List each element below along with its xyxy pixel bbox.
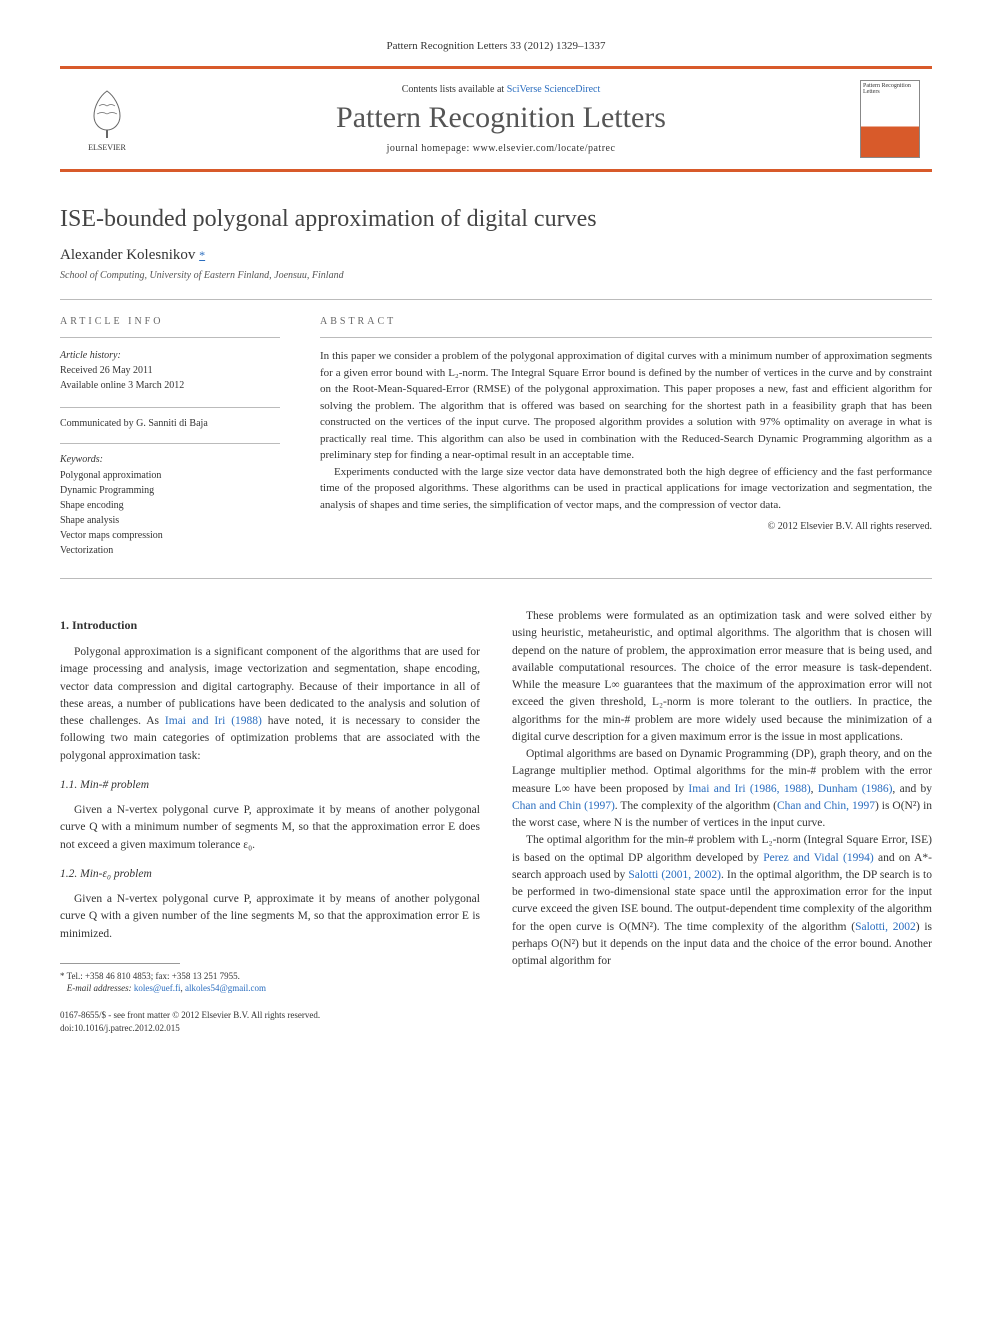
body-para: Polygonal approximation is a significant…: [60, 644, 480, 765]
citation-link[interactable]: Salotti (2001, 2002): [628, 869, 721, 881]
history-label: Article history:: [60, 350, 121, 361]
keyword: Shape encoding: [60, 500, 124, 511]
sciencedirect-link[interactable]: SciVerse ScienceDirect: [507, 84, 601, 95]
body-para: Given a N-vertex polygonal curve P, appr…: [60, 802, 480, 854]
journal-name: Pattern Recognition Letters: [142, 101, 860, 135]
footnote-tel: Tel.: +358 46 810 4853; fax: +358 13 251…: [67, 971, 240, 981]
keyword: Dynamic Programming: [60, 485, 154, 496]
divider: [320, 337, 932, 338]
journal-header: ELSEVIER Contents lists available at Sci…: [60, 66, 932, 172]
journal-cover-thumb: Pattern Recognition Letters: [860, 80, 920, 158]
citation-link[interactable]: Chan and Chin, 1997: [777, 800, 875, 812]
contents-prefix: Contents lists available at: [402, 84, 507, 95]
section-heading: 1. Introduction: [60, 616, 480, 634]
affiliation: School of Computing, University of Easte…: [60, 270, 932, 281]
citation-link[interactable]: Dunham (1986): [818, 783, 893, 795]
doi-line: doi:10.1016/j.patrec.2012.02.015: [60, 1023, 180, 1033]
abstract-column: ABSTRACT In this paper we consider a pro…: [320, 316, 932, 558]
keywords-list: Polygonal approximation Dynamic Programm…: [60, 468, 280, 558]
keyword: Polygonal approximation: [60, 470, 161, 481]
corresponding-marker[interactable]: *: [199, 248, 205, 262]
divider: [60, 443, 280, 444]
journal-homepage: journal homepage: www.elsevier.com/locat…: [142, 143, 860, 154]
divider: [60, 578, 932, 579]
subsection-heading: 1.1. Min-# problem: [60, 777, 480, 794]
homepage-url: www.elsevier.com/locate/patrec: [473, 143, 616, 154]
article-info-column: ARTICLE INFO Article history: Received 2…: [60, 316, 280, 558]
footnote-marker: *: [60, 971, 65, 981]
author-name: Alexander Kolesnikov: [60, 247, 195, 263]
front-matter: 0167-8655/$ - see front matter © 2012 El…: [60, 1010, 320, 1020]
keyword: Vectorization: [60, 545, 113, 556]
body-para: The optimal algorithm for the min-# prob…: [512, 832, 932, 970]
keyword: Shape analysis: [60, 515, 119, 526]
cover-thumb-title: Pattern Recognition Letters: [861, 81, 919, 97]
keyword: Vector maps compression: [60, 530, 163, 541]
divider: [60, 407, 280, 408]
divider: [60, 299, 932, 300]
footnote-separator: [60, 963, 180, 964]
homepage-prefix: journal homepage:: [387, 143, 473, 154]
received-date: Received 26 May 2011: [60, 365, 153, 376]
email-link[interactable]: alkoles54@gmail.com: [185, 983, 266, 993]
body-para: Optimal algorithms are based on Dynamic …: [512, 746, 932, 832]
elsevier-tree-icon: [82, 86, 132, 141]
email-label: E-mail addresses:: [67, 983, 132, 993]
abstract-para: Experiments conducted with the large siz…: [320, 464, 932, 514]
copyright-line: © 2012 Elsevier B.V. All rights reserved…: [320, 521, 932, 532]
divider: [60, 337, 280, 338]
text-run: . The complexity of the algorithm (: [615, 800, 777, 812]
body-para: Given a N-vertex polygonal curve P, appr…: [60, 891, 480, 943]
author-line: Alexander Kolesnikov *: [60, 247, 932, 264]
article-title: ISE-bounded polygonal approximation of d…: [60, 206, 932, 233]
citation-link[interactable]: Chan and Chin (1997): [512, 800, 615, 812]
citation-link[interactable]: Perez and Vidal (1994): [763, 852, 873, 864]
article-info-label: ARTICLE INFO: [60, 316, 280, 327]
front-matter-line: 0167-8655/$ - see front matter © 2012 El…: [60, 1009, 932, 1034]
abstract-label: ABSTRACT: [320, 316, 932, 327]
online-date: Available online 3 March 2012: [60, 380, 184, 391]
body-para: These problems were formulated as an opt…: [512, 608, 932, 746]
citation-link[interactable]: Imai and Iri (1988): [165, 715, 262, 727]
citation-link[interactable]: Imai and Iri (1986, 1988): [688, 783, 810, 795]
subsection-heading: 1.2. Min-ε₀ problem: [60, 866, 480, 883]
email-link[interactable]: koles@uef.fi: [134, 983, 181, 993]
keywords-label: Keywords:: [60, 454, 280, 465]
text-run: , and by: [892, 783, 932, 795]
body-column-left: 1. Introduction Polygonal approximation …: [60, 608, 480, 995]
text-run: ,: [811, 783, 818, 795]
communicated-by: Communicated by G. Sanniti di Baja: [60, 418, 280, 429]
citation-line: Pattern Recognition Letters 33 (2012) 13…: [60, 40, 932, 52]
citation-link[interactable]: Salotti, 2002: [855, 921, 916, 933]
publisher-name: ELSEVIER: [88, 143, 126, 152]
elsevier-logo: ELSEVIER: [72, 79, 142, 159]
body-column-right: These problems were formulated as an opt…: [512, 608, 932, 995]
abstract-para: In this paper we consider a problem of t…: [320, 348, 932, 464]
footnote-block: * Tel.: +358 46 810 4853; fax: +358 13 2…: [60, 970, 480, 995]
contents-list-line: Contents lists available at SciVerse Sci…: [142, 84, 860, 95]
